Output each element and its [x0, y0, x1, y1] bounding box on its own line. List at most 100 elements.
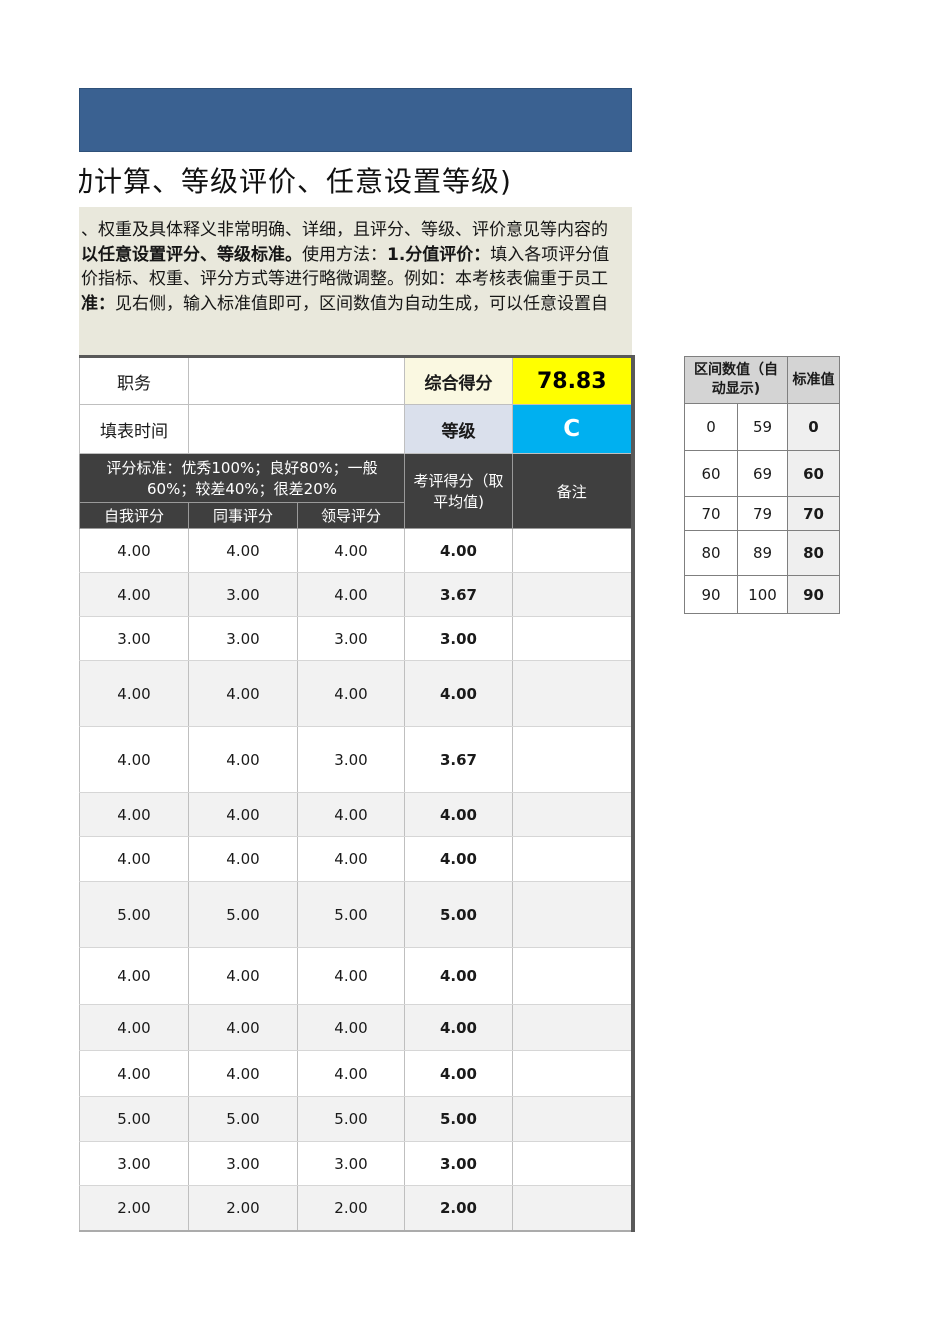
score-table-row: 5.00 5.00 5.00 5.00	[79, 881, 633, 948]
remark-cell[interactable]	[512, 881, 633, 948]
peer-score-cell[interactable]: 5.00	[188, 881, 298, 948]
peer-score-cell[interactable]: 4.00	[188, 660, 298, 727]
grade-value: C	[512, 404, 633, 454]
self-score-cell[interactable]: 5.00	[79, 1096, 189, 1142]
avg-score-cell: 4.00	[404, 836, 513, 882]
remark-cell[interactable]	[512, 1050, 633, 1097]
leader-score-cell[interactable]: 5.00	[297, 881, 405, 948]
instruction-box: 、权重及具体释义非常明确、详细，且评分、等级、评价意见等内容的 以任意设置评分、…	[79, 207, 632, 355]
range-table-row: 60 69 60	[684, 450, 840, 497]
leader-score-cell[interactable]: 3.00	[297, 616, 405, 661]
self-score-cell[interactable]: 4.00	[79, 836, 189, 882]
peer-score-cell[interactable]: 4.00	[188, 1050, 298, 1097]
standard-value-cell[interactable]: 60	[787, 450, 840, 497]
peer-score-cell[interactable]: 4.00	[188, 947, 298, 1005]
leader-score-cell[interactable]: 4.00	[297, 836, 405, 882]
range-from-cell: 60	[684, 450, 738, 497]
position-value-cell[interactable]	[188, 356, 405, 405]
range-table-row: 80 89 80	[684, 530, 840, 576]
header-row-raters: 自我评分 同事评分 领导评分	[79, 502, 633, 529]
self-score-header: 自我评分	[79, 502, 189, 529]
leader-score-cell[interactable]: 2.00	[297, 1185, 405, 1231]
leader-score-cell[interactable]: 4.00	[297, 947, 405, 1005]
range-to-cell: 89	[737, 530, 788, 576]
remark-header: 备注	[512, 453, 633, 529]
range-table-header-row: 区间数值（自动显示) 标准值	[684, 356, 840, 404]
leader-score-cell[interactable]: 4.00	[297, 660, 405, 727]
fill-date-value-cell[interactable]	[188, 404, 405, 454]
remark-cell[interactable]	[512, 726, 633, 793]
page-title-text: 动计算、等级评价、任意设置等级)	[79, 165, 512, 198]
remark-cell[interactable]	[512, 528, 633, 573]
remark-cell[interactable]	[512, 1185, 633, 1231]
score-table-row: 4.00 4.00 3.00 3.67	[79, 726, 633, 793]
avg-score-cell: 2.00	[404, 1185, 513, 1231]
peer-score-cell[interactable]: 4.00	[188, 726, 298, 793]
range-to-cell: 69	[737, 450, 788, 497]
range-table-row: 70 79 70	[684, 496, 840, 531]
self-score-cell[interactable]: 2.00	[79, 1185, 189, 1231]
standard-value-cell[interactable]: 90	[787, 575, 840, 614]
avg-score-cell: 4.00	[404, 660, 513, 727]
remark-cell[interactable]	[512, 836, 633, 882]
score-table-row: 4.00 4.00 4.00 4.00	[79, 1004, 633, 1051]
range-from-cell: 70	[684, 496, 738, 531]
instruction-line: 、权重及具体释义非常明确、详细，且评分、等级、评价意见等内容的	[81, 220, 608, 240]
self-score-cell[interactable]: 4.00	[79, 572, 189, 617]
avg-score-cell: 3.00	[404, 616, 513, 661]
self-score-cell[interactable]: 3.00	[79, 616, 189, 661]
peer-score-cell[interactable]: 4.00	[188, 836, 298, 882]
score-table-row: 4.00 4.00 4.00 4.00	[79, 792, 633, 837]
score-table-row: 3.00 3.00 3.00 3.00	[79, 616, 633, 661]
self-score-cell[interactable]: 4.00	[79, 660, 189, 727]
self-score-cell[interactable]: 4.00	[79, 1050, 189, 1097]
avg-score-cell: 5.00	[404, 881, 513, 948]
grade-label: 等级	[404, 404, 513, 454]
summary-row-date: 填表时间 等级 C	[79, 404, 633, 454]
remark-cell[interactable]	[512, 572, 633, 617]
remark-cell[interactable]	[512, 947, 633, 1005]
remark-cell[interactable]	[512, 616, 633, 661]
avg-score-cell: 4.00	[404, 528, 513, 573]
remark-cell[interactable]	[512, 792, 633, 837]
standard-value-cell[interactable]: 70	[787, 496, 840, 531]
avg-score-cell: 4.00	[404, 947, 513, 1005]
peer-score-cell[interactable]: 4.00	[188, 1004, 298, 1051]
remark-cell[interactable]	[512, 660, 633, 727]
self-score-cell[interactable]: 4.00	[79, 947, 189, 1005]
position-label: 职务	[79, 356, 189, 405]
range-from-cell: 80	[684, 530, 738, 576]
leader-score-cell[interactable]: 4.00	[297, 1004, 405, 1051]
remark-cell[interactable]	[512, 1141, 633, 1186]
peer-score-cell[interactable]: 3.00	[188, 616, 298, 661]
standard-value-cell[interactable]: 0	[787, 403, 840, 451]
peer-score-cell[interactable]: 5.00	[188, 1096, 298, 1142]
leader-score-cell[interactable]: 4.00	[297, 1050, 405, 1097]
leader-score-cell[interactable]: 4.00	[297, 572, 405, 617]
range-values-header: 区间数值（自动显示)	[684, 356, 788, 404]
self-score-cell[interactable]: 4.00	[79, 726, 189, 793]
self-score-cell[interactable]: 3.00	[79, 1141, 189, 1186]
self-score-cell[interactable]: 4.00	[79, 528, 189, 573]
remark-cell[interactable]	[512, 1096, 633, 1142]
self-score-cell[interactable]: 4.00	[79, 792, 189, 837]
peer-score-cell[interactable]: 4.00	[188, 792, 298, 837]
score-table-row: 5.00 5.00 5.00 5.00	[79, 1096, 633, 1142]
self-score-cell[interactable]: 5.00	[79, 881, 189, 948]
standard-value-cell[interactable]: 80	[787, 530, 840, 576]
peer-score-cell[interactable]: 4.00	[188, 528, 298, 573]
self-score-cell[interactable]: 4.00	[79, 1004, 189, 1051]
peer-score-cell[interactable]: 3.00	[188, 572, 298, 617]
leader-score-cell[interactable]: 4.00	[297, 792, 405, 837]
leader-score-cell[interactable]: 4.00	[297, 528, 405, 573]
leader-score-cell[interactable]: 5.00	[297, 1096, 405, 1142]
instruction-line: 价指标、权重、评分方式等进行略微调整。例如：本考核表偏重于员工	[81, 269, 608, 289]
remark-cell[interactable]	[512, 1004, 633, 1051]
avg-score-cell: 3.00	[404, 1141, 513, 1186]
avg-score-header: 考评得分（取平均值)	[404, 453, 513, 529]
peer-score-cell[interactable]: 3.00	[188, 1141, 298, 1186]
leader-score-cell[interactable]: 3.00	[297, 726, 405, 793]
peer-score-cell[interactable]: 2.00	[188, 1185, 298, 1231]
evaluation-table: 职务 综合得分 78.83 填表时间 等级 C 评分标准：优秀100%；良好80…	[79, 355, 635, 1232]
leader-score-cell[interactable]: 3.00	[297, 1141, 405, 1186]
